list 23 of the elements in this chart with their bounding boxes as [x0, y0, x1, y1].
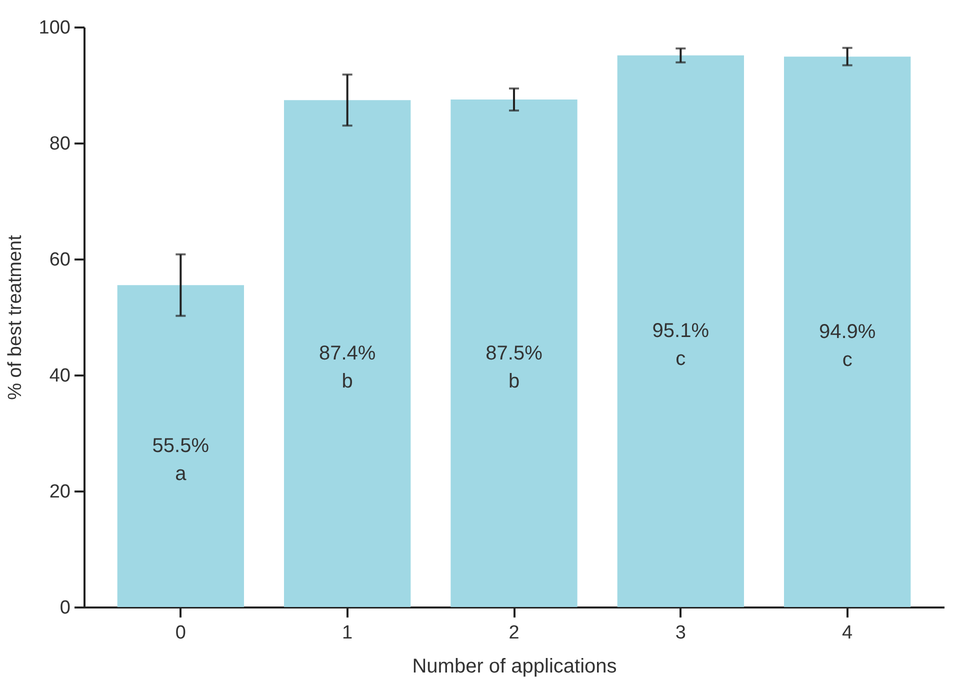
bar: [617, 55, 744, 607]
y-axis-title: % of best treatment: [4, 234, 26, 400]
x-axis-title: Number of applications: [412, 656, 617, 678]
y-tick-label: 40: [49, 366, 70, 386]
y-tick-label: 20: [49, 482, 70, 502]
y-tick-label: 60: [49, 250, 70, 270]
data-label: 87.4% b: [318, 342, 376, 393]
x-tick-label: 1: [342, 622, 353, 644]
data-label: 95.1% c: [652, 320, 710, 370]
x-tick-label: 4: [842, 622, 854, 644]
bar: [284, 100, 411, 607]
x-tick-label: 3: [675, 622, 686, 644]
bar: [784, 56, 911, 607]
data-label: 87.5% b: [486, 342, 543, 392]
bar: [117, 285, 244, 607]
x-tick-label: 0: [175, 622, 186, 644]
x-tick-label: 2: [508, 622, 520, 644]
y-tick-label: 0: [60, 598, 70, 618]
bar: [450, 100, 578, 607]
y-tick-label: 100: [38, 18, 70, 38]
data-label: 94.9% c: [818, 320, 876, 371]
y-tick-label: 80: [49, 134, 70, 154]
data-label: 55.5% a: [152, 435, 210, 486]
